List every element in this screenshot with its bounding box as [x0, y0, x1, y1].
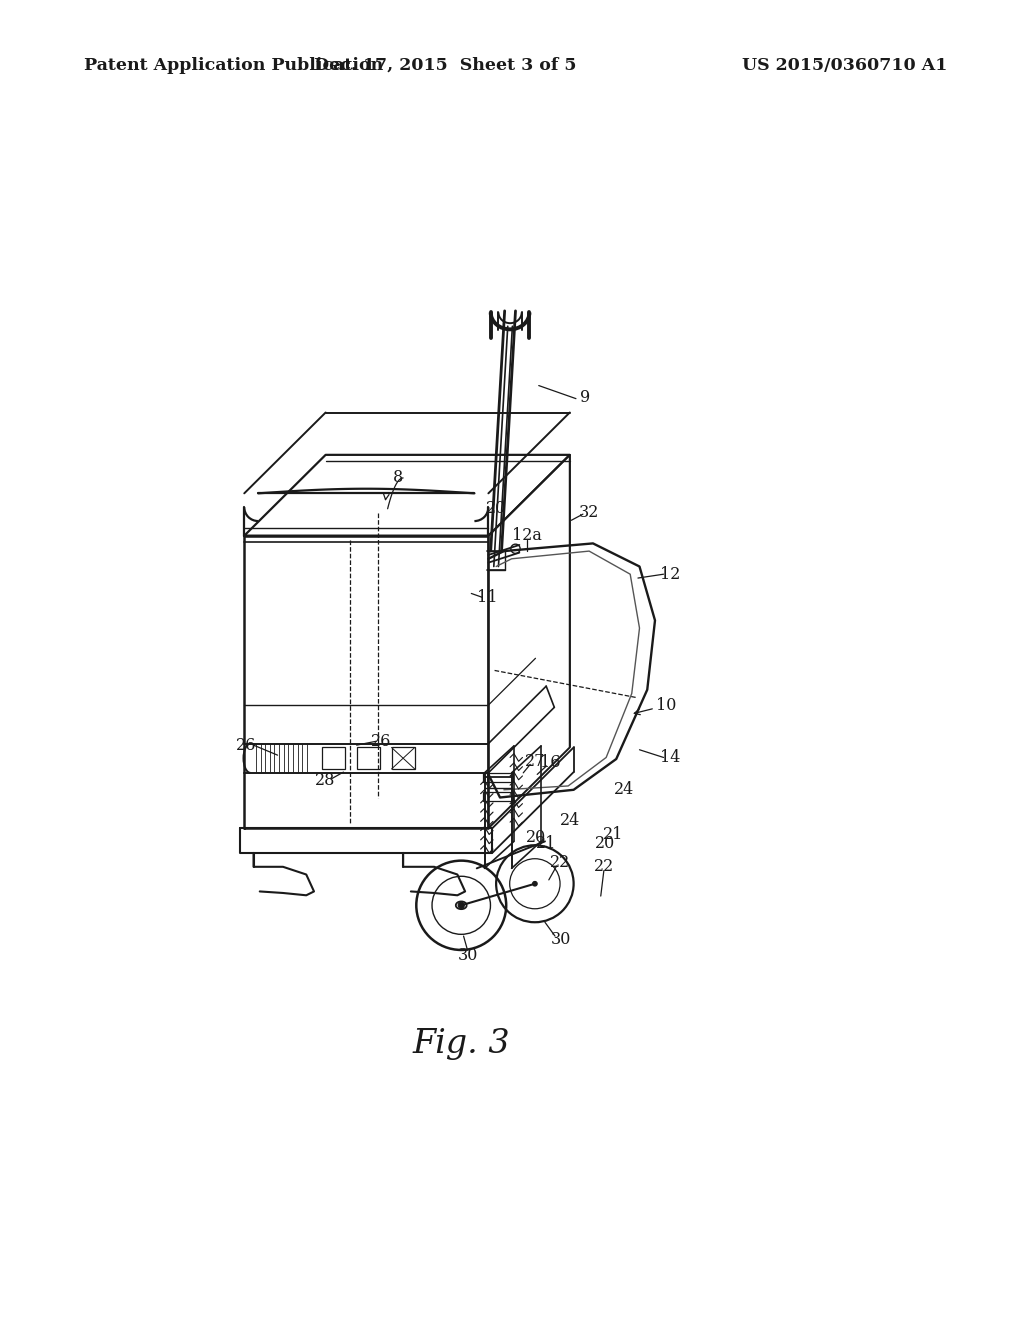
- Text: 8: 8: [392, 470, 402, 487]
- Text: 14: 14: [660, 748, 681, 766]
- Text: US 2015/0360710 A1: US 2015/0360710 A1: [741, 57, 947, 74]
- Text: 30: 30: [550, 932, 570, 949]
- Text: Dec. 17, 2015  Sheet 3 of 5: Dec. 17, 2015 Sheet 3 of 5: [314, 57, 577, 74]
- Bar: [322, 747, 345, 770]
- Bar: [483, 792, 513, 801]
- Text: 21: 21: [603, 826, 624, 843]
- Text: 28: 28: [315, 772, 336, 789]
- Text: 11: 11: [476, 589, 497, 606]
- Text: 12: 12: [660, 566, 681, 582]
- Text: 20: 20: [595, 836, 615, 853]
- Text: Fig. 3: Fig. 3: [413, 1028, 510, 1060]
- Text: 21: 21: [537, 836, 557, 853]
- Circle shape: [532, 882, 538, 886]
- Text: 26: 26: [372, 733, 391, 750]
- Text: 22: 22: [550, 854, 570, 871]
- Text: Patent Application Publication: Patent Application Publication: [84, 57, 383, 74]
- Bar: [391, 747, 415, 770]
- Text: 10: 10: [656, 697, 677, 714]
- Text: 24: 24: [613, 781, 634, 799]
- Circle shape: [458, 903, 464, 908]
- Text: 24: 24: [560, 812, 580, 829]
- Bar: [356, 747, 380, 770]
- Text: 16: 16: [540, 754, 560, 771]
- Text: 20: 20: [486, 500, 506, 517]
- Text: 26: 26: [237, 737, 257, 754]
- Text: 22: 22: [594, 858, 614, 875]
- Text: 9: 9: [581, 388, 591, 405]
- Text: 12a: 12a: [512, 527, 542, 544]
- Bar: [483, 774, 513, 781]
- Text: 27: 27: [524, 752, 545, 770]
- Text: 32: 32: [579, 504, 599, 521]
- Text: 20: 20: [526, 829, 547, 846]
- Text: 30: 30: [458, 946, 477, 964]
